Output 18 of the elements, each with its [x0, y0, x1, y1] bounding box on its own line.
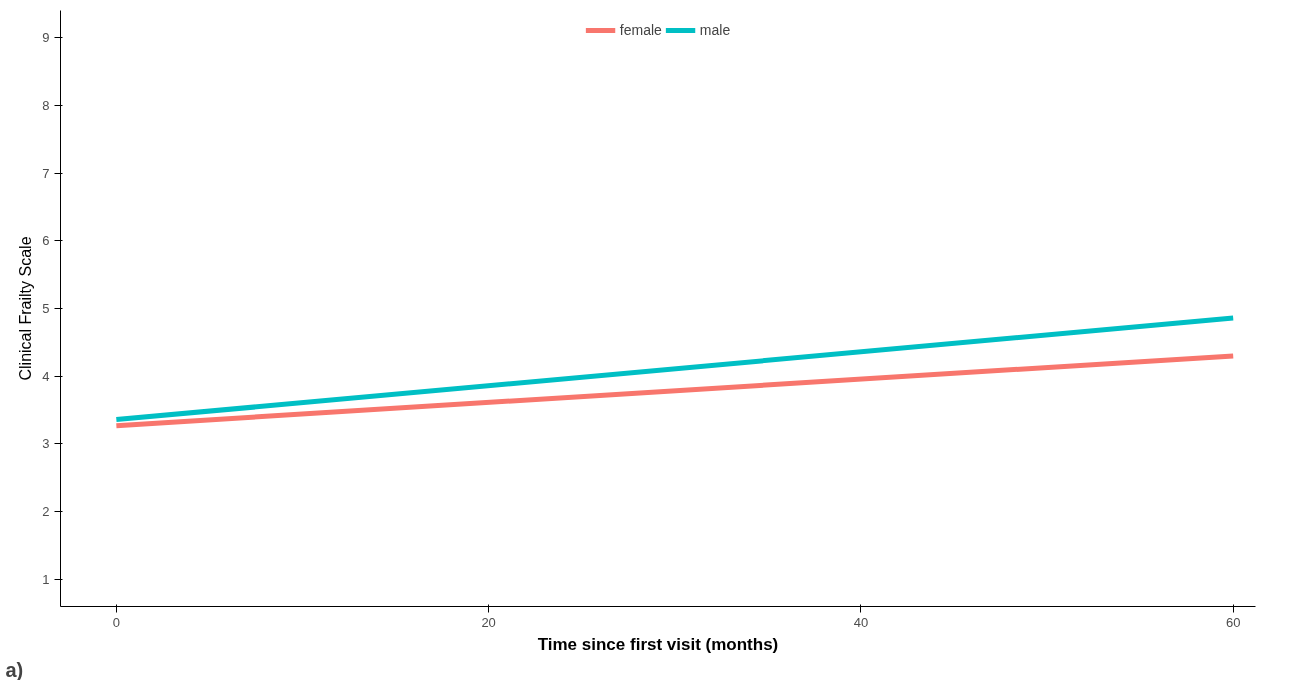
y-tick-label: 4 — [42, 368, 50, 384]
x-tick-label: 60 — [1225, 614, 1241, 630]
x-tick-label: 0 — [112, 614, 120, 630]
y-tick-label: 9 — [42, 30, 50, 46]
y-tick-label: 7 — [42, 165, 50, 181]
legend-label: female — [619, 22, 662, 38]
x-axis-title: Time since first visit (months) — [537, 634, 779, 654]
y-axis-title: Clinical Frailty Scale — [17, 236, 35, 381]
legend-label: male — [699, 22, 731, 38]
x-tick-label: 40 — [853, 614, 869, 630]
x-tick-label: 20 — [481, 614, 496, 630]
y-tick-label: 5 — [42, 301, 50, 316]
y-tick-label: 1 — [42, 571, 50, 587]
y-tick-label: 3 — [42, 436, 50, 452]
y-tick-label: 2 — [42, 504, 50, 520]
y-tick-label: 6 — [42, 233, 50, 249]
text: a) — [5, 658, 24, 681]
y-tick-label: 8 — [42, 97, 50, 113]
